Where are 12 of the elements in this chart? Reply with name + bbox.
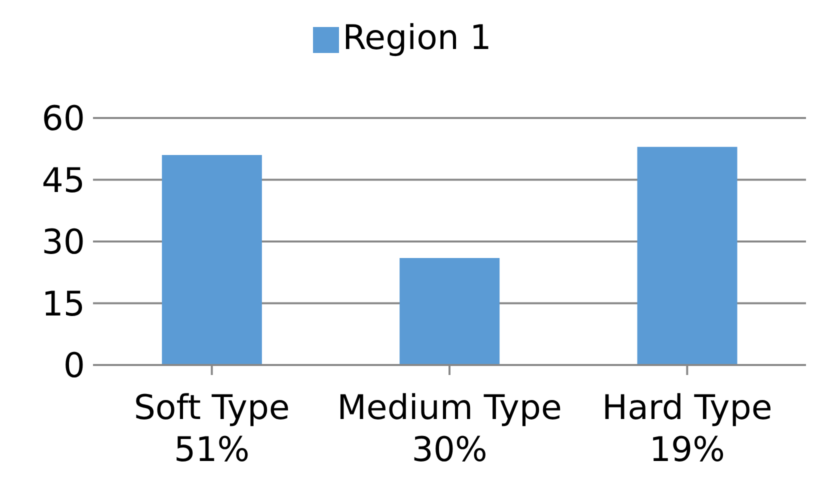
bar	[637, 146, 738, 365]
y-tick-label: 0	[63, 346, 85, 386]
y-tick-label: 60	[42, 99, 85, 140]
y-tick-label: 45	[42, 160, 85, 201]
y-tick-label: 30	[42, 222, 85, 263]
x-tick-label: Medium Type 30%	[337, 388, 562, 470]
x-tick-label: Hard Type 19%	[602, 388, 772, 470]
x-tick-label: Soft Type 51%	[134, 388, 290, 470]
bar	[400, 258, 500, 365]
legend-label: Region 1	[342, 18, 492, 58]
bar	[162, 155, 262, 365]
y-tick-label: 15	[42, 284, 85, 324]
